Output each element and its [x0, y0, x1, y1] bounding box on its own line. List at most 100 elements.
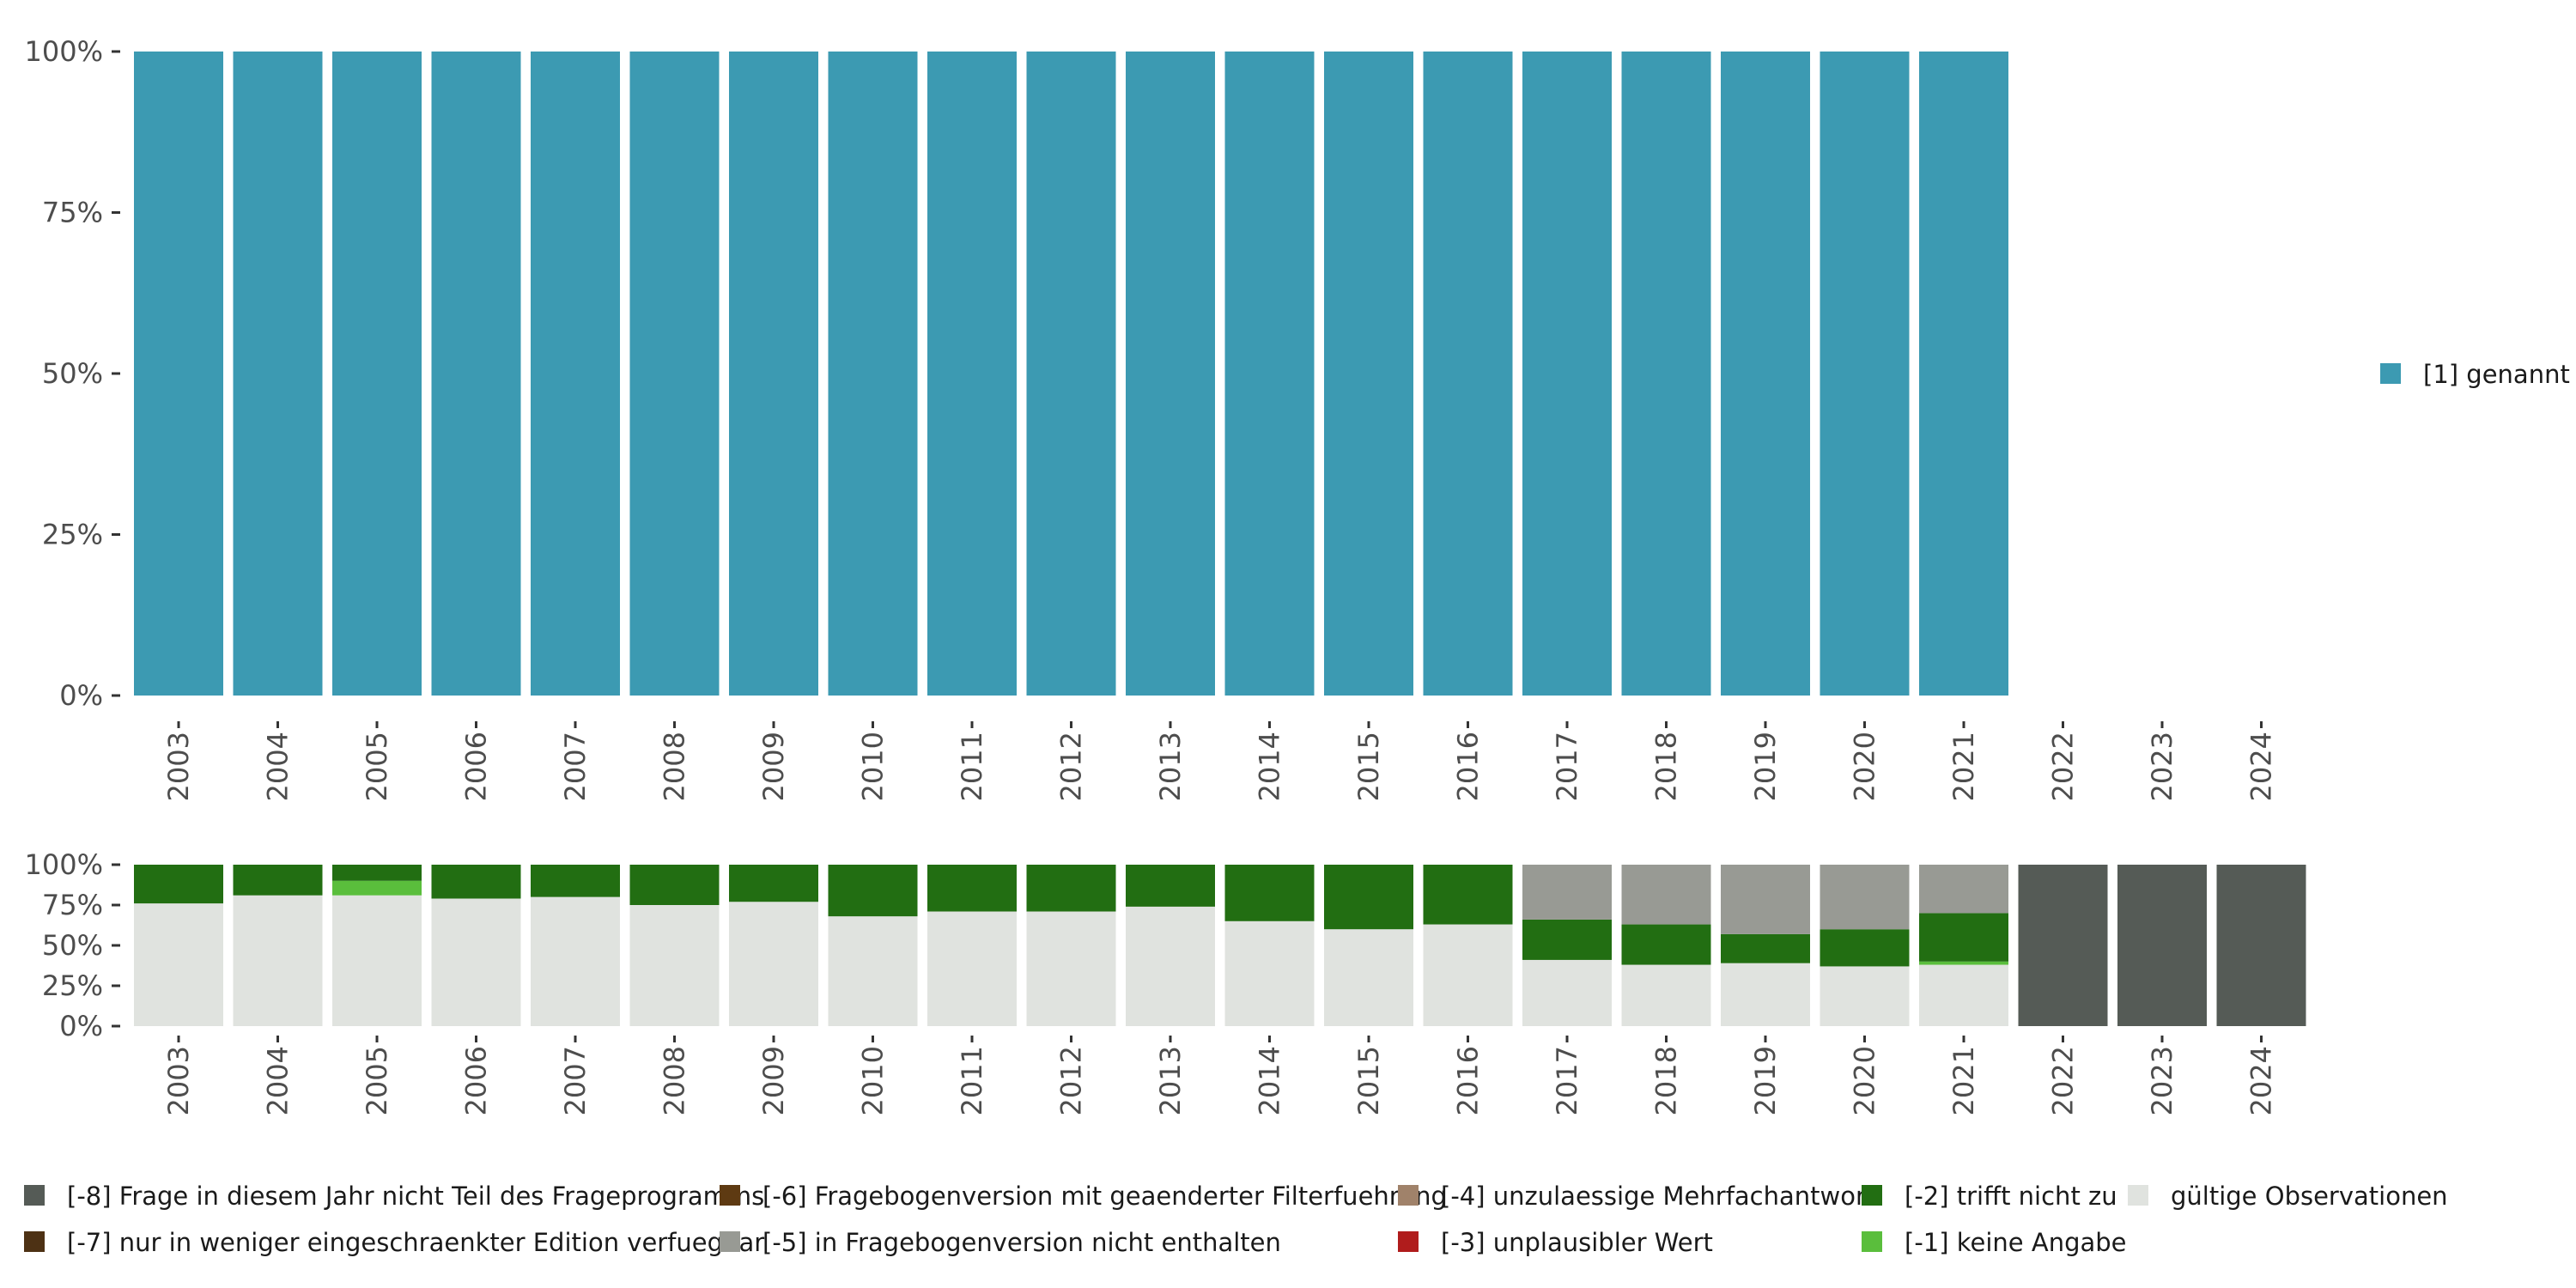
top-x-tick-label: 2024 [2245, 732, 2278, 801]
bottom-x-tick-label: 2016 [1452, 1046, 1485, 1115]
bottom-bar-segment [1820, 929, 1910, 967]
top-y-tick-label: 0% [59, 679, 103, 712]
bottom-x-tick-label: 2019 [1749, 1046, 1782, 1115]
top-bar-segment [629, 52, 720, 696]
top-bar-segment [233, 52, 323, 696]
bottom-legend-swatch [1398, 1231, 1419, 1252]
top-x-tick-label: 2008 [659, 732, 691, 801]
bottom-chart-legend: [-8] Frage in diesem Jahr nicht Teil des… [24, 1182, 2448, 1257]
bottom-bar-segment [1522, 865, 1612, 920]
bottom-x-tick-label: 2021 [1947, 1046, 1980, 1115]
bottom-legend-label: [-4] unzulaessige Mehrfachantwort [1441, 1182, 1875, 1211]
bottom-x-tick-label: 2024 [2245, 1046, 2278, 1115]
top-bar-segment [1423, 52, 1513, 696]
top-x-tick-label: 2012 [1055, 732, 1088, 801]
top-bar-segment [1224, 52, 1315, 696]
bottom-legend-label: [-1] keine Angabe [1905, 1228, 2127, 1257]
bottom-bar-segment [431, 898, 521, 1026]
bottom-bar-segment [1522, 959, 1612, 1026]
bottom-bar-segment [1621, 865, 1711, 925]
top-x-tick-label: 2016 [1452, 732, 1485, 801]
bottom-x-tick-label: 2003 [162, 1046, 195, 1115]
top-x-tick-label: 2015 [1352, 732, 1385, 801]
bottom-bar-segment [1919, 964, 2008, 1026]
top-bar-segment [332, 52, 422, 696]
top-x-tick-label: 2017 [1551, 732, 1583, 801]
bottom-bar-segment [1224, 865, 1315, 921]
bottom-x-tick-label: 2023 [2146, 1046, 2178, 1115]
top-x-tick-label: 2011 [956, 732, 988, 801]
top-bar-segment [1126, 52, 1215, 696]
bottom-bar-segment [431, 865, 521, 899]
top-legend-swatch [2380, 363, 2401, 384]
bottom-legend-swatch [24, 1185, 45, 1206]
bottom-bar-segment [1621, 964, 1711, 1026]
bottom-bar-segment [729, 865, 818, 902]
bottom-bar-segment [1820, 966, 1910, 1026]
bottom-x-tick-label: 2004 [262, 1046, 295, 1115]
bottom-bar-segment [1919, 913, 2008, 962]
bottom-legend-label: [-6] Fragebogenversion mit geaenderter F… [762, 1182, 1447, 1211]
bottom-bar-segment [2216, 865, 2306, 1026]
bottom-x-tick-label: 2008 [659, 1046, 691, 1115]
bottom-y-tick-label: 50% [42, 929, 103, 962]
top-x-tick-label: 2007 [559, 732, 592, 801]
bottom-bar-segment [1919, 961, 2008, 965]
bottom-x-tick-label: 2020 [1849, 1046, 1881, 1115]
bottom-legend-label: [-2] trifft nicht zu [1905, 1182, 2117, 1211]
bottom-bar-segment [1224, 920, 1315, 1026]
bottom-legend-label: [-5] in Fragebogenversion nicht enthalte… [762, 1228, 1281, 1257]
top-y-tick-label: 75% [42, 197, 103, 229]
bottom-bar-segment [629, 865, 720, 905]
top-bar-segment [1820, 52, 1910, 696]
bottom-legend-swatch [720, 1185, 740, 1206]
bottom-bar-segment [2018, 865, 2108, 1026]
bottom-legend-swatch [2128, 1185, 2148, 1206]
bottom-bar-segment [1919, 865, 2008, 914]
bottom-x-tick-label: 2011 [956, 1046, 988, 1115]
top-bar-segment [1026, 52, 1116, 696]
bottom-chart-panel: 0% 25% 50% 75% 100% 2003 2004 2005 2006 2007 2008 2… [25, 848, 2306, 1115]
bottom-bar-segment [1126, 906, 1215, 1026]
bottom-bar-segment [1026, 911, 1116, 1026]
bottom-x-tick-label: 2010 [857, 1046, 890, 1115]
bottom-bar-segment [927, 911, 1017, 1026]
bottom-x-tick-label: 2018 [1650, 1046, 1683, 1115]
top-bar-segment [927, 52, 1017, 696]
bottom-bar-segment [1820, 865, 1910, 930]
bottom-x-tick-label: 2005 [361, 1046, 393, 1115]
top-y-tick-label: 25% [42, 519, 103, 551]
bottom-y-tick-label: 75% [42, 889, 103, 921]
bottom-legend-swatch [720, 1231, 740, 1252]
bottom-bar-segment [531, 865, 620, 897]
bottom-x-tick-label: 2017 [1551, 1046, 1583, 1115]
top-x-tick-label: 2020 [1849, 732, 1881, 801]
top-x-tick-label: 2013 [1154, 732, 1187, 801]
bottom-legend-swatch [1398, 1185, 1419, 1206]
bottom-bar-segment [828, 865, 918, 917]
top-y-tick-label: 100% [25, 35, 103, 68]
bottom-bar-segment [927, 865, 1017, 912]
bottom-y-tick-label: 100% [25, 848, 103, 881]
bottom-x-tick-label: 2014 [1254, 1046, 1286, 1115]
bottom-bar-segment [233, 895, 323, 1026]
bottom-y-tick-label: 0% [59, 1010, 103, 1042]
top-bar-segment [828, 52, 918, 696]
top-x-tick-label: 2018 [1650, 732, 1683, 801]
top-y-tick-label: 50% [42, 357, 103, 390]
top-bar-segment [531, 52, 620, 696]
bottom-legend-swatch [1862, 1185, 1882, 1206]
bottom-bar-segment [1522, 919, 1612, 960]
top-bar-segment [134, 52, 223, 696]
bottom-x-tick-label: 2022 [2047, 1046, 2080, 1115]
bottom-x-tick-label: 2013 [1154, 1046, 1187, 1115]
bottom-bar-segment [1423, 924, 1513, 1026]
bottom-bar-segment [332, 880, 422, 896]
top-bar-segment [1522, 52, 1612, 696]
top-x-tick-label: 2023 [2146, 732, 2178, 801]
bottom-bar-segment [531, 896, 620, 1026]
bottom-x-tick-label: 2009 [757, 1046, 790, 1115]
bottom-bar-segment [1621, 924, 1711, 965]
top-x-tick-label: 2009 [757, 732, 790, 801]
